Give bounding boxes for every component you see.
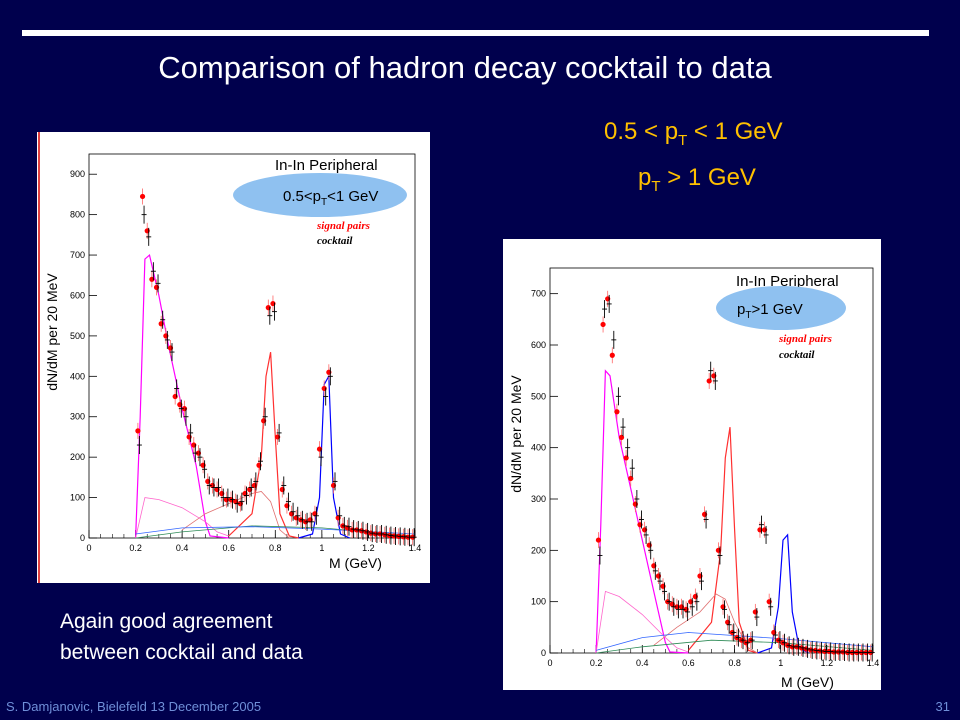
legend-cocktail: cocktail <box>317 235 353 247</box>
y-tick-label: 300 <box>531 494 546 504</box>
y-axis-label: dN/dM per 20 MeV <box>44 273 60 391</box>
cocktail-curve-eta <box>595 369 689 654</box>
cocktail-curve-etaDalitz <box>595 590 689 654</box>
signal-pair-point <box>614 409 620 415</box>
y-tick-label: 900 <box>70 169 85 179</box>
x-tick-label: 0.8 <box>728 658 741 668</box>
top-rule <box>22 30 929 36</box>
y-tick-label: 500 <box>531 391 546 401</box>
y-tick-label: 700 <box>531 289 546 299</box>
footer-author: S. Damjanovic, Bielefeld 13 December 200… <box>6 699 262 714</box>
pt-cut-label: 0.5<pT<1 GeV <box>283 188 378 208</box>
cocktail-curve-omega <box>687 427 758 654</box>
chart-title: In-In Peripheral <box>736 273 839 290</box>
y-tick-label: 700 <box>70 250 85 260</box>
y-tick-label: 300 <box>70 412 85 422</box>
cocktail-curve-etaDalitz <box>135 497 229 539</box>
cocktail-curve-green <box>596 639 874 654</box>
x-tick-label: 0 <box>86 543 91 553</box>
chart-panel-low-pt: 0 100 200 300 400 500 600 700 800 900 0 0.2 0.4 0.6 0.… <box>37 132 430 583</box>
x-tick-label: 1.2 <box>362 543 375 553</box>
x-tick-label: 0.8 <box>269 543 282 553</box>
y-axis-label: dN/dM per 20 MeV <box>508 375 524 493</box>
x-tick-label: 0.6 <box>682 658 695 668</box>
x-tick-label: 0 <box>547 658 552 668</box>
x-tick-label: 1.4 <box>409 543 422 553</box>
chart-title: In-In Peripheral <box>275 157 378 174</box>
x-tick-label: 0.4 <box>636 658 649 668</box>
x-tick-label: 0.2 <box>129 543 142 553</box>
y-tick-label: 0 <box>541 648 546 658</box>
remark: Again good agreement between cocktail an… <box>60 606 303 668</box>
legend-signal-pairs: signal pairs <box>316 220 370 232</box>
signal-pair-point <box>595 537 602 543</box>
cut-ellipse <box>716 286 846 330</box>
x-tick-label: 1 <box>778 658 783 668</box>
signal-pair-point <box>139 193 146 200</box>
y-tick-label: 600 <box>531 340 546 350</box>
slide-number: 31 <box>935 699 950 714</box>
y-tick-label: 100 <box>531 597 546 607</box>
y-tick-label: 400 <box>531 443 546 453</box>
cocktail-curve-eta <box>135 253 229 539</box>
x-tick-label: 1 <box>319 543 324 553</box>
y-tick-label: 600 <box>70 290 85 300</box>
subtitle-low-pt: 0.5 < pT < 1 GeV <box>604 118 783 149</box>
x-axis-label: M (GeV) <box>781 674 834 690</box>
y-tick-label: 100 <box>70 493 85 503</box>
pt-cut-label: pT>1 GeV <box>737 301 803 321</box>
cocktail-curve-omega <box>228 351 299 539</box>
x-tick-label: 1.2 <box>821 658 834 668</box>
y-tick-label: 800 <box>70 210 85 220</box>
subtitle-high-pt: pT > 1 GeV <box>638 164 756 195</box>
x-axis-label: M (GeV) <box>329 555 382 571</box>
remark-line-2: between cocktail and data <box>60 641 303 664</box>
cocktail-curve-omegaDalitz <box>181 491 290 539</box>
x-tick-label: 0.6 <box>222 543 235 553</box>
mass-spectrum-chart-high-pt: 0 100 200 300 400 500 600 700 0 0.2 0.4 0.6 0.8 1 1.2 1… <box>508 267 880 690</box>
chart-panel-high-pt: 0 100 200 300 400 500 600 700 0 0.2 0.4 0.6 0.8 1 1.2 1… <box>503 239 881 690</box>
remark-line-1: Again good agreement <box>60 610 273 633</box>
cocktail-curve-phi <box>298 374 351 539</box>
signal-pair-point <box>609 352 615 358</box>
mass-spectrum-chart-low-pt: 0 100 200 300 400 500 600 700 800 900 0 0.2 0.4 0.6 0.… <box>38 132 422 583</box>
y-tick-label: 500 <box>70 331 85 341</box>
cut-ellipse <box>233 173 407 217</box>
slide-title: Comparison of hadron decay cocktail to d… <box>158 50 772 85</box>
x-tick-label: 0.2 <box>590 658 603 668</box>
y-tick-label: 0 <box>80 533 85 543</box>
x-tick-label: 1.4 <box>867 658 880 668</box>
y-tick-label: 200 <box>70 452 85 462</box>
x-tick-label: 0.4 <box>176 543 189 553</box>
signal-pair-point <box>600 321 606 328</box>
legend-cocktail: cocktail <box>779 349 815 361</box>
y-tick-label: 200 <box>531 545 546 555</box>
y-tick-label: 400 <box>70 371 85 381</box>
cocktail-curve-blue2 <box>595 632 874 651</box>
legend-signal-pairs: signal pairs <box>778 333 832 345</box>
signal-pair-point <box>135 428 141 434</box>
